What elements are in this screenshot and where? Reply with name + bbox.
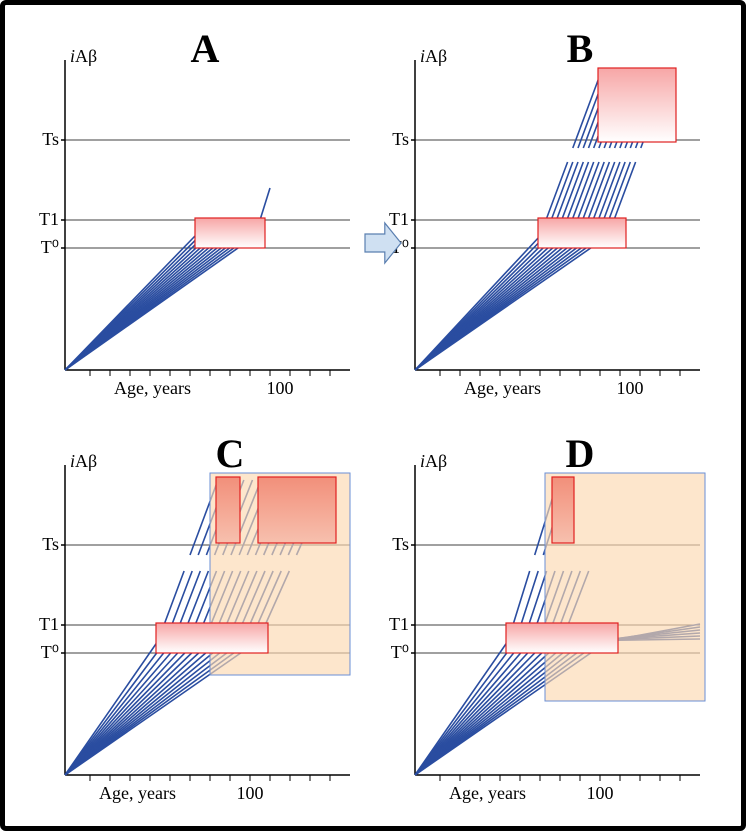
svg-text:iAβ: iAβ xyxy=(420,451,447,471)
svg-text:100: 100 xyxy=(587,783,614,803)
svg-text:Ts: Ts xyxy=(392,534,409,554)
svg-text:Age, years: Age, years xyxy=(449,783,526,803)
svg-text:T⁰: T⁰ xyxy=(391,642,409,662)
figure-frame: iAβ Ts T1 T⁰ Age, years 100 A iAβ Ts T1 T⁰ Age, ye… xyxy=(0,0,746,831)
svg-text:100: 100 xyxy=(617,378,644,398)
svg-text:T⁰: T⁰ xyxy=(41,237,59,257)
panel-a: iAβ Ts T1 T⁰ Age, years 100 A xyxy=(30,20,370,400)
svg-text:A: A xyxy=(191,26,220,71)
svg-text:Ts: Ts xyxy=(42,129,59,149)
svg-text:T1: T1 xyxy=(389,614,409,634)
svg-text:Age, years: Age, years xyxy=(464,378,541,398)
svg-text:T⁰: T⁰ xyxy=(41,642,59,662)
svg-text:T1: T1 xyxy=(39,209,59,229)
svg-text:D: D xyxy=(566,431,595,476)
panel-d: iAβ Ts T1 T⁰ Age, years 100 D xyxy=(380,425,720,805)
svg-text:iAβ: iAβ xyxy=(70,451,97,471)
svg-text:Ts: Ts xyxy=(42,534,59,554)
svg-text:Age, years: Age, years xyxy=(99,783,176,803)
svg-text:Ts: Ts xyxy=(392,129,409,149)
svg-text:iAβ: iAβ xyxy=(420,46,447,66)
svg-text:Age, years: Age, years xyxy=(114,378,191,398)
svg-text:iAβ: iAβ xyxy=(70,46,97,66)
svg-text:C: C xyxy=(216,431,245,476)
svg-text:100: 100 xyxy=(237,783,264,803)
arrow-right-icon xyxy=(361,219,405,267)
panel-c: iAβ Ts T1 T⁰ Age, years 100 C xyxy=(30,425,370,805)
svg-text:T1: T1 xyxy=(39,614,59,634)
svg-text:100: 100 xyxy=(267,378,294,398)
panel-b: iAβTsT1T⁰Age, years100B xyxy=(380,20,720,400)
svg-text:B: B xyxy=(567,26,594,71)
